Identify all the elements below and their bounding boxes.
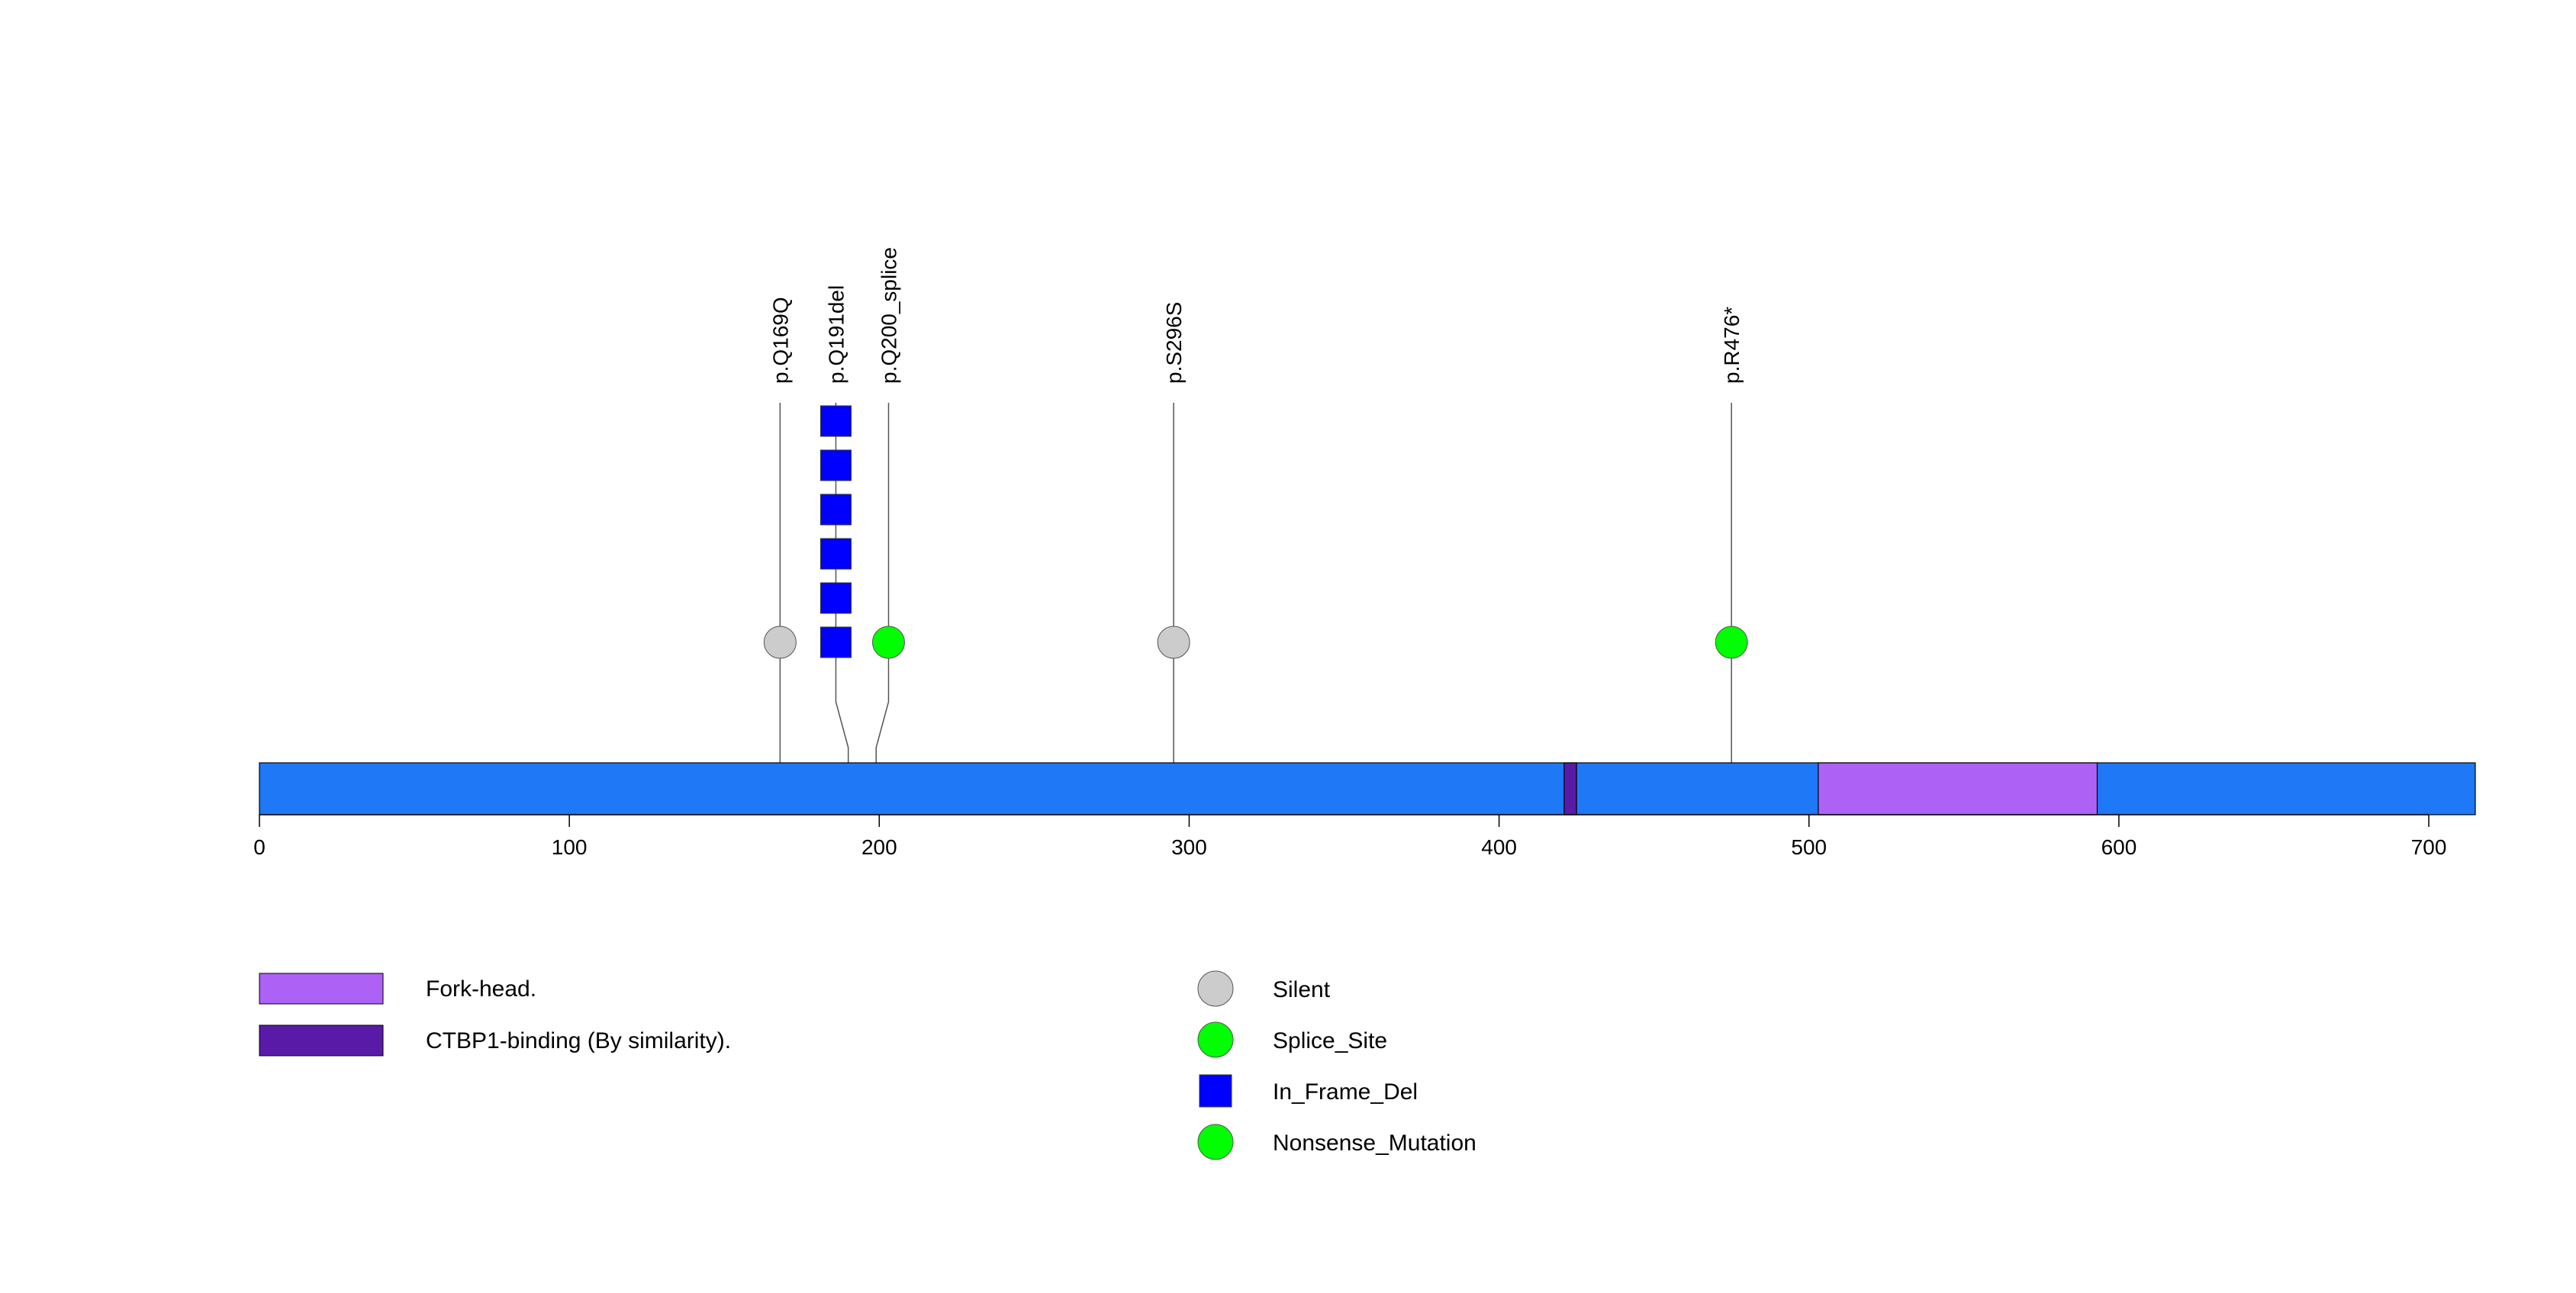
- domain-fork-head: [1818, 762, 2098, 815]
- legend: Fork-head. CTBP1-binding (By similarity).…: [259, 970, 1476, 1160]
- axis-tick-label: 600: [2101, 835, 2137, 859]
- legend-mutation-type-label: In_Frame_Del: [1273, 1079, 1418, 1105]
- legend-domain-label: CTBP1-binding (By similarity).: [426, 1028, 731, 1053]
- position-axis: 0 100 200 300 400 500 600 700: [253, 814, 2447, 859]
- in-frame-del-square-marker[interactable]: [819, 449, 852, 481]
- mutation-label: p.Q191del: [824, 285, 848, 384]
- axis-tick-label: 200: [861, 835, 897, 859]
- in-frame-del-square-marker[interactable]: [819, 405, 852, 437]
- legend-mutation-type-label: Silent: [1273, 977, 1331, 1002]
- domain-ctbp1-binding: [1563, 762, 1577, 815]
- silent-circle-marker[interactable]: [763, 626, 797, 659]
- axis-tick-label: 700: [2411, 835, 2447, 859]
- mutation-markers: [763, 405, 1748, 659]
- mutation-label: p.Q200_splice: [877, 247, 900, 384]
- legend-mutation-type-label: Splice_Site: [1273, 1028, 1387, 1053]
- legend-domain-swatch: [259, 1024, 384, 1057]
- silent-circle-marker[interactable]: [1157, 626, 1190, 659]
- legend-circle-icon: [1197, 970, 1234, 1007]
- legend-domain-label: Fork-head.: [426, 976, 536, 1002]
- mutation-stems: [779, 403, 1732, 815]
- axis-tick-label: 300: [1171, 835, 1207, 859]
- protein-backbone: [259, 762, 2476, 815]
- in-frame-del-square-marker[interactable]: [819, 626, 852, 658]
- axis-tick-label: 400: [1481, 835, 1517, 859]
- protein-track: [259, 762, 2476, 815]
- legend-mutation-type-label: Nonsense_Mutation: [1273, 1131, 1476, 1156]
- legend-circle-icon: [1197, 1124, 1234, 1160]
- mutation-label: p.S296S: [1162, 302, 1186, 384]
- mutation-label: p.R476*: [1720, 307, 1744, 384]
- nonsense-mutation-circle-marker[interactable]: [1715, 626, 1748, 659]
- in-frame-del-square-marker[interactable]: [819, 494, 852, 526]
- axis-tick-label: 500: [1791, 835, 1827, 859]
- mutation-stem: [875, 403, 890, 815]
- legend-domain-swatch: [259, 973, 384, 1005]
- axis-tick-label: 100: [552, 835, 588, 859]
- in-frame-del-square-marker[interactable]: [819, 582, 852, 614]
- legend-square-icon: [1199, 1074, 1232, 1108]
- splice-site-circle-marker[interactable]: [871, 626, 905, 659]
- in-frame-del-square-marker[interactable]: [819, 538, 852, 570]
- mutation-label: p.Q169Q: [768, 297, 792, 384]
- legend-circle-icon: [1197, 1021, 1234, 1058]
- axis-tick-label: 0: [253, 835, 266, 859]
- mutation-labels: p.Q169Q p.Q191del p.Q200_splice p.S296S p.R4…: [768, 247, 1744, 384]
